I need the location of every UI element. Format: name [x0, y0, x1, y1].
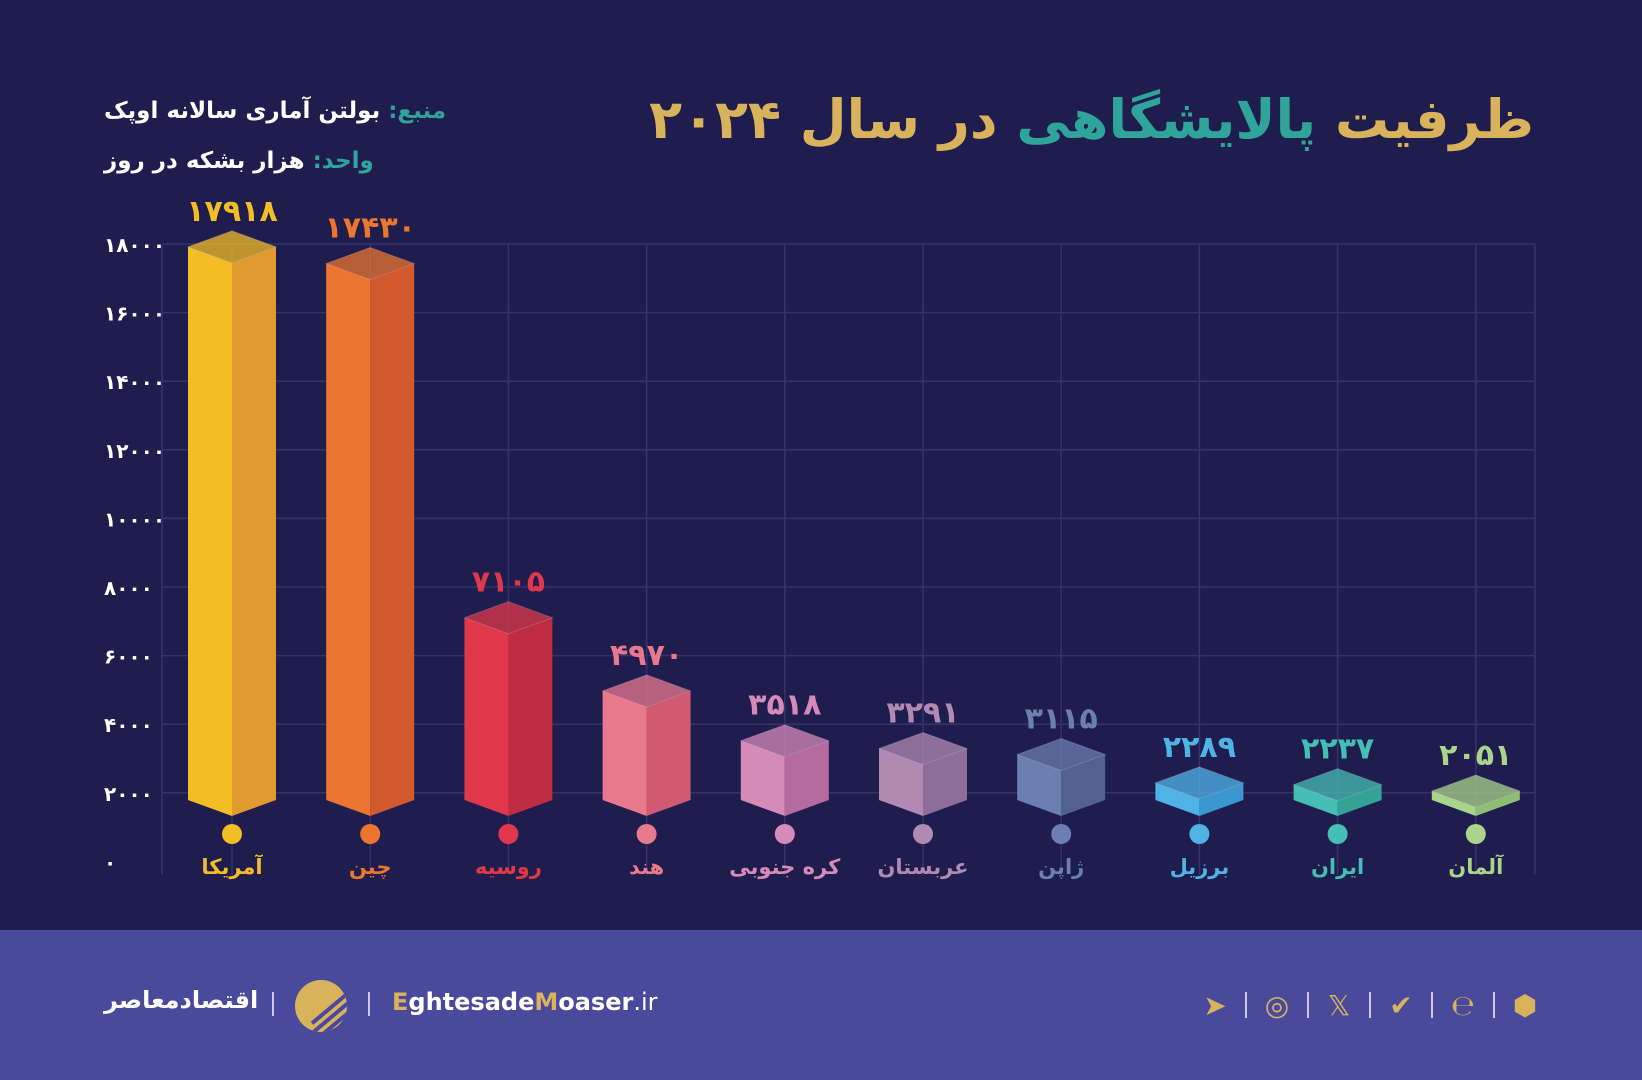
y-tick-label: ۰ [104, 850, 116, 874]
page-title: ظرفیت پالایشگاهی در سال ۲۰۲۴ [649, 88, 1534, 151]
y-tick-label: ۶۰۰۰ [104, 645, 153, 669]
category-label: کره جنوبی [729, 855, 841, 879]
title-part: ظرفیت [1334, 88, 1534, 151]
category-label: برزیل [1170, 855, 1230, 879]
value-label: ۳۱۱۵ [1025, 702, 1098, 737]
bar-top [1292, 768, 1384, 802]
website-link[interactable]: EghtesadeMoaser.ir [392, 988, 658, 1016]
value-label: ۱۷۹۱۸ [186, 194, 278, 229]
category-label: آلمان [1448, 854, 1504, 879]
instagram-icon[interactable]: ◎ [1264, 988, 1290, 1022]
bar-side [508, 617, 553, 816]
bar-front [1017, 754, 1062, 816]
bar-front [1431, 791, 1476, 816]
category-dot [1189, 824, 1210, 844]
y-tick-label: ۱۶۰۰۰ [104, 302, 165, 326]
value-label: ۳۲۹۱ [886, 696, 959, 731]
y-tick-label: ۱۸۰۰۰ [104, 233, 165, 257]
unit-label: واحد: [312, 148, 374, 174]
value-label: ۴۹۷۰ [610, 638, 683, 673]
source-note: منبع: بولتن آماری سالانه اوپک [104, 98, 446, 124]
logo [295, 980, 347, 1032]
category-dot [636, 824, 657, 844]
source-label: منبع: [388, 98, 447, 124]
y-tick-label: ۱۲۰۰۰ [104, 439, 165, 463]
category-label: روسیه [475, 855, 542, 879]
bar-side [784, 740, 829, 816]
bar-top [877, 731, 969, 766]
social-icons: ➤ ◎ 𝕏 ✔ ℮ ⬢ [1195, 985, 1545, 1025]
category-label: هند [629, 855, 664, 879]
check-shield-icon[interactable]: ✔ [1389, 988, 1413, 1022]
bar-front [602, 690, 647, 816]
e-icon[interactable]: ℮ [1451, 988, 1475, 1022]
value-label: ۲۰۵۱ [1439, 738, 1512, 773]
value-label: ۱۷۴۳۰ [324, 211, 416, 246]
bar-side [923, 748, 967, 816]
y-tick-label: ۴۰۰۰ [104, 713, 153, 737]
bar-front [740, 740, 785, 816]
y-tick-label: ۸۰۰۰ [104, 576, 153, 600]
category-dot [1051, 824, 1072, 844]
y-tick-label: ۲۰۰۰ [104, 782, 153, 806]
bar-top [739, 724, 831, 758]
unit-value: هزار بشکه در روز [104, 148, 305, 174]
source-value: بولتن آماری سالانه اوپک [104, 98, 381, 124]
bar-side [1199, 782, 1244, 816]
bar-top [462, 601, 554, 635]
category-dot [1327, 824, 1348, 844]
title-part: در سال ۲۰۲۴ [649, 88, 998, 151]
category-label: آمریکا [201, 854, 263, 879]
value-label: ۲۲۸۹ [1163, 730, 1236, 765]
title-part: پالایشگاهی [1016, 88, 1317, 151]
category-dot [774, 824, 795, 844]
unit-note: واحد: هزار بشکه در روز [104, 148, 374, 174]
y-tick-label: ۱۰۰۰۰ [104, 507, 165, 531]
bar-side [1337, 784, 1382, 816]
bar-side [1061, 754, 1106, 816]
category-label: ایران [1311, 855, 1364, 879]
bar-front [464, 617, 509, 816]
bar-top [1153, 766, 1245, 800]
category-dot [222, 824, 242, 844]
value-label: ۷۱۰۵ [472, 565, 545, 600]
bar-front [326, 263, 371, 816]
value-label: ۳۵۱۸ [748, 688, 821, 723]
bar-side [646, 690, 691, 816]
y-tick-label: ۱۴۰۰۰ [104, 370, 165, 394]
bar-side [370, 263, 415, 816]
bar-front [1293, 784, 1338, 816]
bar-top [324, 247, 416, 281]
bar-front [1155, 782, 1200, 816]
category-dot [360, 824, 381, 844]
telegram-icon[interactable]: ➤ [1203, 988, 1227, 1022]
category-label: چین [349, 855, 392, 879]
bar-top [601, 674, 693, 708]
bar-top [1430, 774, 1522, 808]
category-dot [498, 824, 519, 844]
bar-side [1475, 791, 1520, 816]
category-dot [1465, 824, 1486, 844]
bar-side [232, 246, 276, 816]
brand-name: اقتصادمعاصر [104, 986, 259, 1014]
hexagon-icon[interactable]: ⬢ [1512, 988, 1538, 1022]
footer: اقتصادمعاصر EghtesadeMoaser.ir ➤ ◎ 𝕏 ✔ ℮… [0, 930, 1642, 1080]
divider [272, 992, 274, 1016]
category-dot [913, 824, 933, 844]
bar-top [1015, 738, 1107, 772]
category-label: عربستان [877, 855, 968, 879]
bar-front [188, 246, 232, 816]
bar-front [879, 748, 923, 816]
value-label: ۲۲۳۷ [1301, 732, 1374, 767]
category-label: ژاپن [1038, 855, 1084, 879]
x-icon[interactable]: 𝕏 [1327, 988, 1351, 1022]
divider [368, 992, 370, 1016]
bar-chart: ۰ ۲۰۰۰ ۴۰۰۰ ۶۰۰۰ ۸۰۰۰ ۱۰۰۰۰ ۱۲۰۰۰ ۱۴۰۰۰ ۱۶۰۰۰ ۱۸۰… [104, 194, 1536, 879]
bar-top [186, 230, 278, 264]
